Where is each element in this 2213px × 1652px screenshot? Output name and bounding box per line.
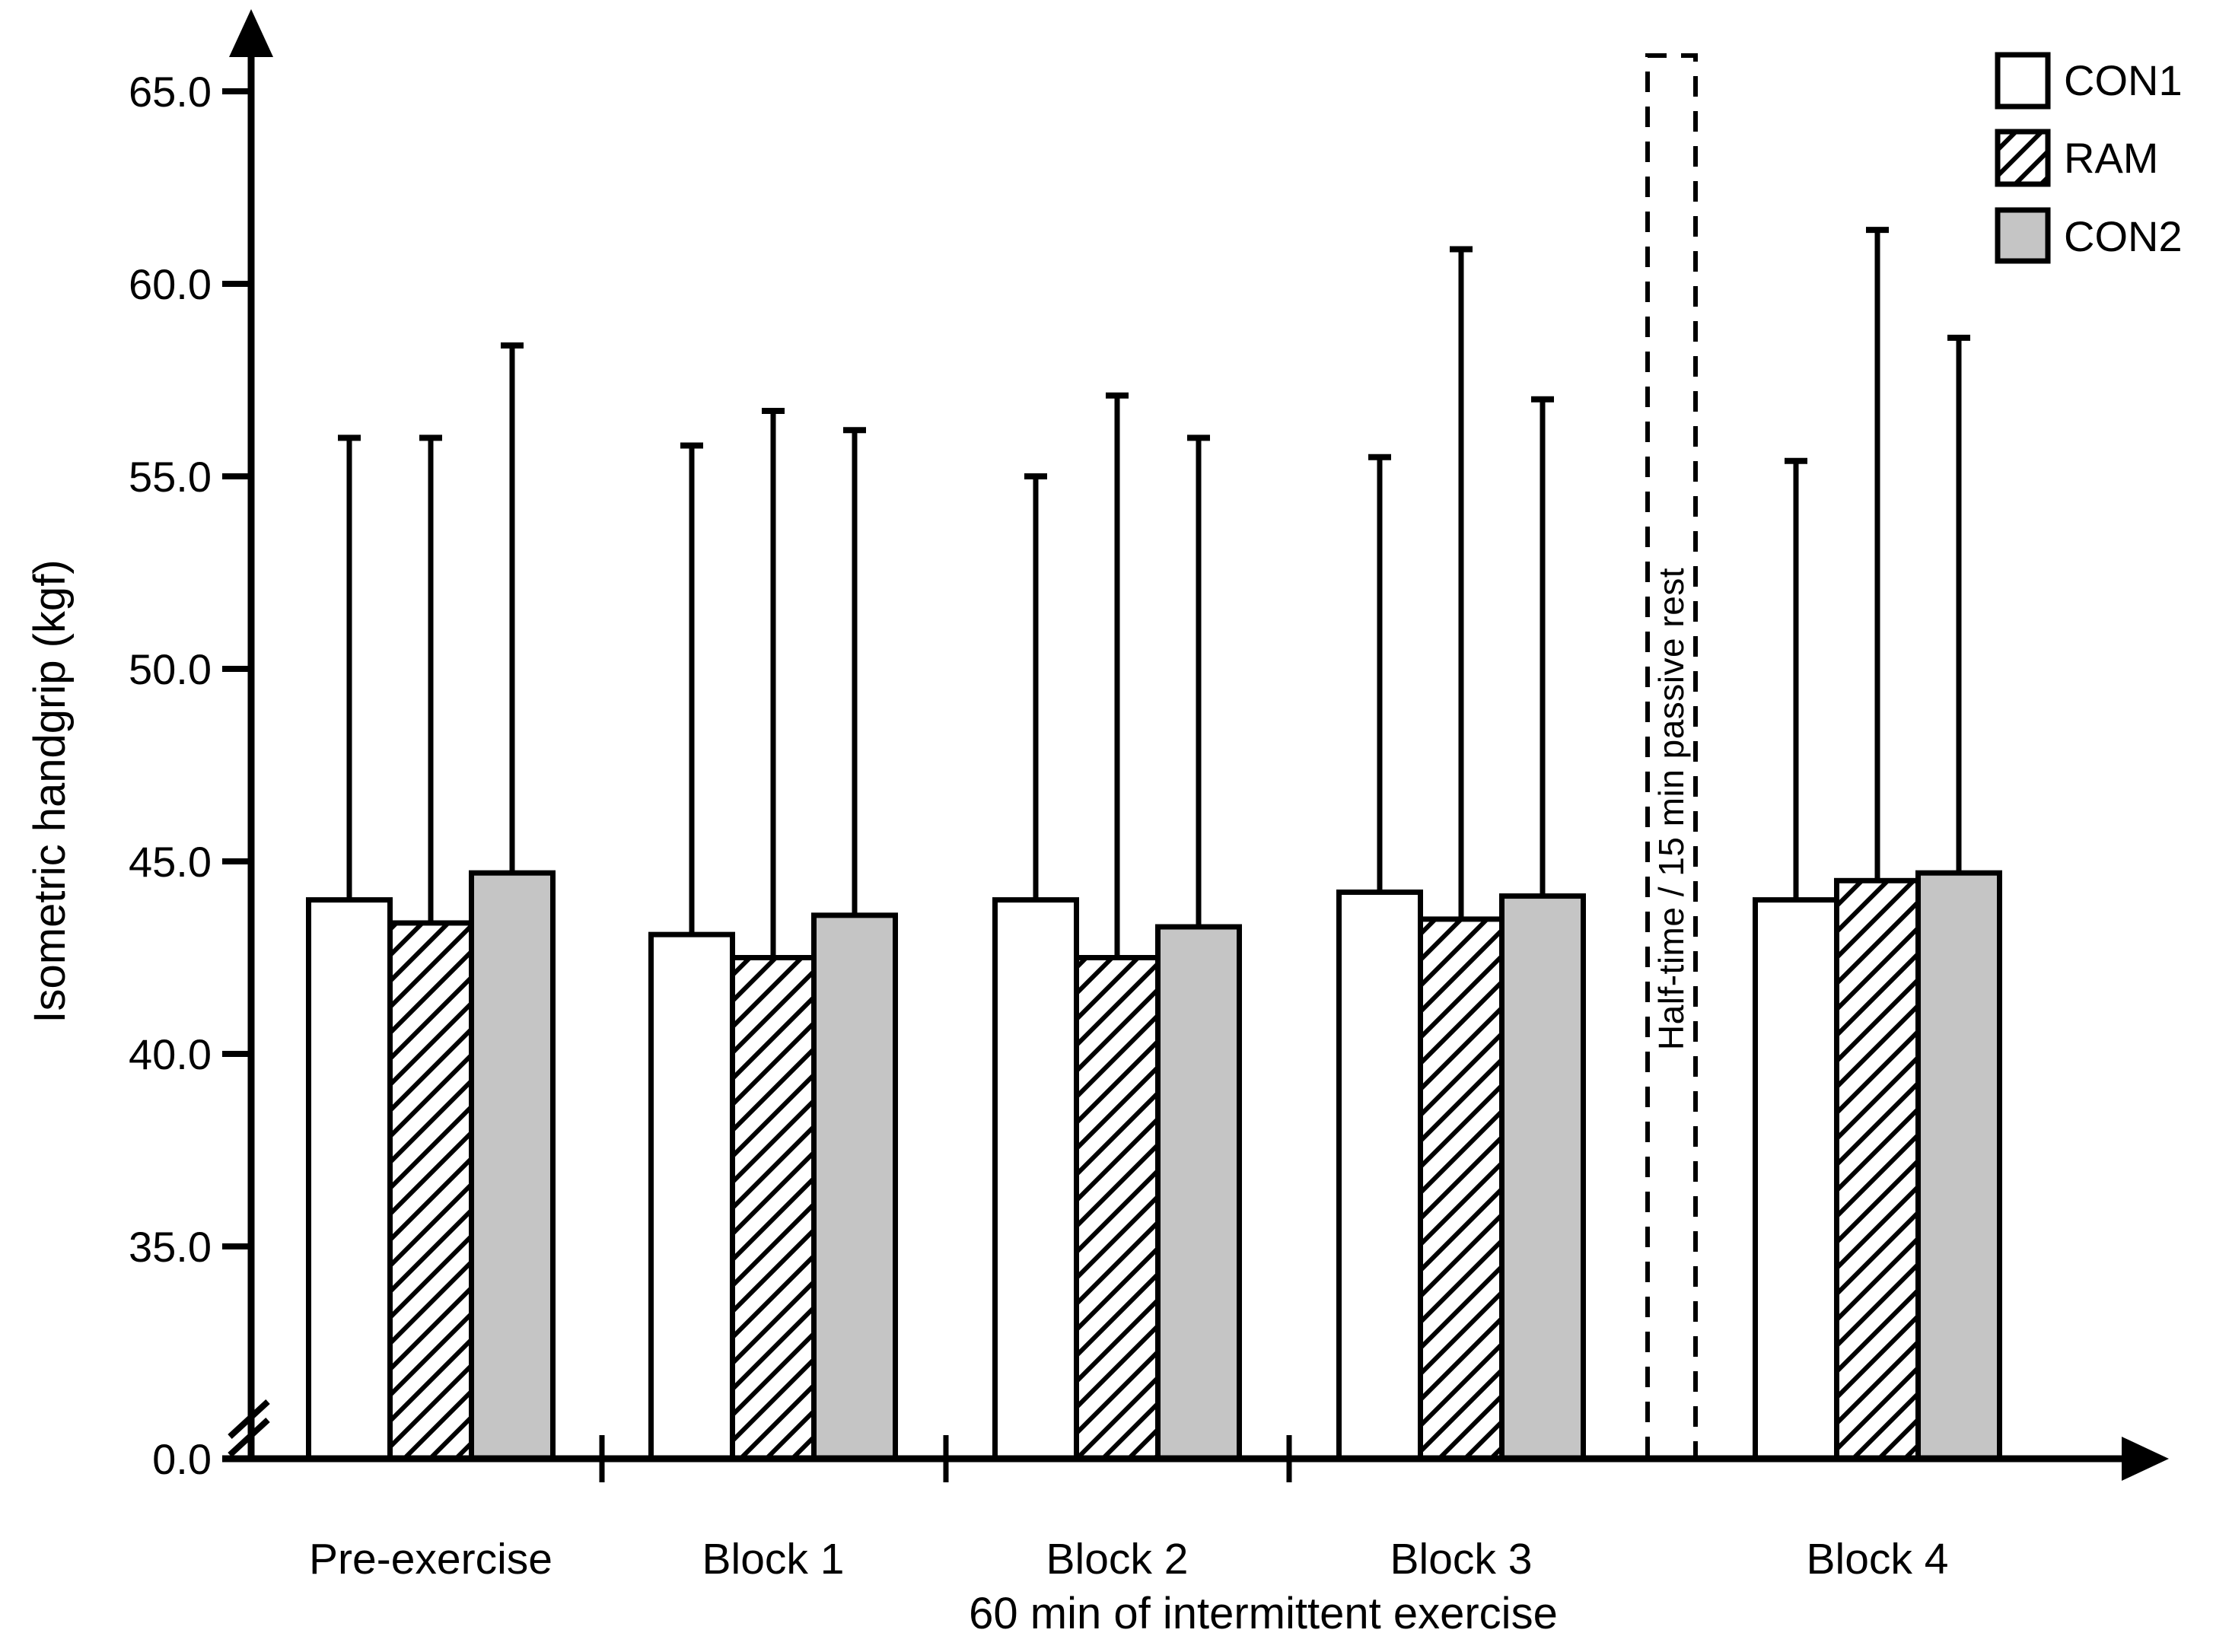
x-category-label-pre-exercise: Pre-exercise <box>309 1535 552 1584</box>
tick-labels-layer: 65.0 60.0 55.0 50.0 45.0 40.0 35.0 0.0 Pre-exerc… <box>129 68 1948 1584</box>
y-axis-title: Isometric handgrip (kgf) <box>25 559 75 1023</box>
legend: CON1 RAM CON2 <box>1995 52 2183 264</box>
bar-con2-block-3 <box>1499 893 1586 1462</box>
x-axis-arrowhead-icon <box>2122 1437 2169 1481</box>
bar-ram-block-4 <box>1834 877 1921 1462</box>
bar-con1-block-4 <box>1753 897 1839 1462</box>
legend-swatch-con2 <box>1995 207 2051 264</box>
bar-con1-block-3 <box>1336 889 1423 1462</box>
bar-con1-pre-exercise <box>306 897 393 1462</box>
y-tick-label-65.0: 65.0 <box>129 68 212 116</box>
legend-label-con1: CON1 <box>2064 56 2183 104</box>
y-tick-label-40.0: 40.0 <box>129 1030 212 1078</box>
y-axis-arrowhead-icon <box>229 9 273 57</box>
bar-ram-block-3 <box>1418 916 1505 1462</box>
x-category-label-block-4: Block 4 <box>1807 1535 1949 1584</box>
y-axis-break-mark-1 <box>228 1399 270 1439</box>
x-axis-title: 60 min of intermittent exercise <box>969 1589 1558 1638</box>
legend-swatch-con1 <box>1995 52 2051 110</box>
y-tick-label-55.0: 55.0 <box>129 453 212 501</box>
error-bars-layer <box>338 227 1970 958</box>
half-time-dashed-box <box>1645 53 1698 1457</box>
bar-ram-block-1 <box>730 955 817 1462</box>
bar-con2-block-1 <box>811 912 898 1462</box>
bar-ram-pre-exercise <box>387 920 474 1462</box>
legend-label-ram: RAM <box>2064 134 2158 182</box>
y-axis-break-mark-2 <box>228 1418 270 1457</box>
bar-con2-block-4 <box>1915 870 2002 1462</box>
bar-ram-block-2 <box>1074 955 1161 1462</box>
y-tick-label-0.0: 0.0 <box>152 1435 212 1483</box>
y-tick-label-60.0: 60.0 <box>129 260 212 308</box>
bar-con2-pre-exercise <box>469 870 556 1462</box>
y-tick-label-45.0: 45.0 <box>129 838 212 886</box>
x-category-label-block-1: Block 1 <box>702 1535 845 1584</box>
x-category-label-block-2: Block 2 <box>1046 1535 1189 1584</box>
bar-con1-block-2 <box>992 897 1079 1462</box>
legend-swatch-ram <box>1995 129 2051 187</box>
y-tick-label-50.0: 50.0 <box>129 645 212 693</box>
bar-con1-block-1 <box>648 931 735 1462</box>
axes-layer <box>222 9 2169 1481</box>
legend-label-con2: CON2 <box>2064 212 2183 260</box>
x-category-label-block-3: Block 3 <box>1390 1535 1533 1584</box>
half-time-annotation-label: Half-time / 15 min passive rest <box>1651 568 1691 1050</box>
bars-layer <box>306 870 2002 1462</box>
y-tick-label-35.0: 35.0 <box>129 1223 212 1271</box>
bar-con2-block-2 <box>1155 924 1242 1462</box>
